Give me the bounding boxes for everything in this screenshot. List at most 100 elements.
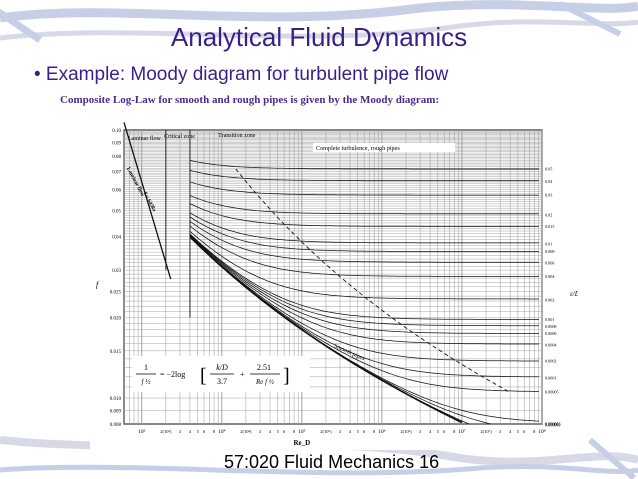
roughness-tick-label: 0.0008	[545, 324, 557, 329]
x-minor-label: 8	[293, 429, 296, 434]
x-minor-label: 4	[269, 429, 272, 434]
x-minor-label: 8	[533, 429, 536, 434]
formula-bracket-left: [	[200, 365, 207, 387]
zone-label-critical: Critical zone	[164, 134, 195, 140]
formula-plus: +	[240, 370, 245, 379]
y-tick-label: 0.03	[112, 269, 121, 274]
x-minor-label: 6	[203, 429, 206, 434]
formula-term2-den: Re f ½	[255, 378, 275, 386]
roughness-tick-label: 0.008	[545, 249, 554, 254]
x-minor-label: 4	[189, 429, 192, 434]
x-minor-label: 8	[453, 429, 456, 434]
formula-term2-num: 2.51	[257, 363, 271, 372]
laminar-line	[123, 122, 172, 280]
y-tick-label: 0.020	[110, 316, 122, 321]
x-minor-label: 3	[259, 429, 262, 434]
roughness-curve	[189, 203, 539, 227]
x-decade-label: 10⁷	[458, 429, 466, 435]
x-minor-label: 6	[363, 429, 366, 434]
right-axis-label: ε/D	[570, 290, 578, 298]
roughness-curve	[189, 235, 539, 345]
x-minor-label: 6	[283, 429, 286, 434]
y-tick-label: 0.04	[112, 236, 121, 241]
roughness-tick-label: 0.04	[545, 179, 553, 184]
x-minor-label: 3	[179, 429, 182, 434]
roughness-tick-label: 0.006	[545, 261, 554, 266]
zone-label-complete: Complete turbulence, rough pipes	[316, 145, 400, 152]
slide-title: Analytical Fluid Dynamics	[170, 22, 468, 52]
roughness-curve	[189, 216, 539, 252]
zone-label-bg	[312, 143, 455, 152]
roughness-curve	[189, 225, 539, 277]
roughness-tick-label: 0.001	[545, 317, 554, 322]
roughness-curve	[189, 212, 539, 244]
y-tick-label: 0.009	[110, 409, 122, 414]
formula-bracket-right: ]	[283, 365, 290, 387]
zone-label-transition: Transition zone	[218, 133, 256, 139]
bullet-text: • Example: Moody diagram for turbulent p…	[34, 64, 449, 85]
roughness-curve	[189, 170, 539, 182]
x-decade-label: 10⁶	[378, 429, 386, 435]
roughness-curve	[189, 236, 539, 362]
y-tick-label: 0.05	[112, 210, 121, 215]
roughness-tick-label: 0.0001	[545, 375, 557, 380]
x-minor-label: 8	[213, 429, 216, 434]
roughness-tick-label: 0.00001	[545, 422, 559, 427]
roughness-tick-label: 0.0006	[545, 331, 557, 336]
roughness-curve	[189, 181, 539, 196]
x-decade-label: 10⁵	[298, 429, 306, 435]
roughness-curve	[189, 221, 539, 263]
slide-footer: 57:020 Fluid Mechanics 16	[224, 452, 440, 472]
x-minor-label: 2(10⁵)	[320, 429, 332, 434]
roughness-curve	[189, 234, 539, 334]
x-decade-label: 10³	[138, 429, 146, 435]
roughness-tick-label: 0.015	[545, 224, 554, 229]
x-minor-label: 2(10⁶)	[400, 429, 412, 434]
roughness-tick-label: 0.000001	[545, 423, 561, 428]
x-minor-label: 4	[429, 429, 432, 434]
roughness-tick-label: 0.0004	[545, 343, 557, 348]
y-tick-label: 0.008	[110, 423, 122, 428]
x-minor-label: 3	[419, 429, 422, 434]
roughness-curve	[189, 195, 539, 215]
x-minor-label: 3	[339, 429, 342, 434]
roughness-tick-label: 0.03	[545, 193, 552, 198]
x-minor-label: 2(10⁷)	[480, 429, 492, 434]
roughness-tick-label: 0.0002	[545, 359, 557, 364]
x-minor-label: 5	[517, 429, 520, 434]
roughness-curve	[189, 234, 539, 327]
x-minor-label: 4	[509, 429, 512, 434]
x-axis-label: Re_D	[293, 439, 310, 447]
roughness-tick-label: 0.002	[545, 297, 554, 302]
chart-caption: Composite Log-Law for smooth and rough p…	[60, 94, 440, 106]
x-minor-label: 5	[437, 429, 440, 434]
x-minor-label: 5	[277, 429, 280, 434]
x-decade-label: 10⁸	[538, 429, 546, 435]
smooth-pipe-curve	[189, 236, 463, 424]
y-tick-label: 0.06	[112, 188, 121, 193]
y-tick-label: 0.10	[112, 129, 121, 134]
formula-operator: = −2log	[160, 370, 185, 379]
y-tick-label: 0.015	[110, 350, 122, 355]
y-axis-label: f	[96, 280, 100, 289]
x-decade-label: 10⁴	[218, 429, 226, 435]
roughness-curve	[189, 160, 539, 170]
y-tick-label: 0.08	[112, 155, 121, 160]
y-tick-label: 0.025	[110, 290, 122, 295]
formula-term1-den: 3.7	[217, 377, 227, 386]
x-minor-label: 5	[357, 429, 360, 434]
roughness-curve	[189, 233, 539, 320]
complete-turbulence-boundary	[235, 168, 510, 393]
roughness-tick-label: 0.00005	[545, 389, 559, 394]
roughness-tick-label: 0.01	[545, 241, 552, 246]
y-tick-label: 0.09	[112, 141, 121, 146]
formula-lhs-den: f ½	[142, 378, 152, 386]
y-tick-label: 0.07	[112, 171, 121, 176]
x-minor-label: 2(10³)	[160, 429, 172, 434]
roughness-tick-label: 0.02	[545, 212, 552, 217]
x-minor-label: 2(10⁴)	[240, 429, 252, 434]
roughness-tick-label: 0.05	[545, 166, 552, 171]
moody-diagram: 0.100.090.080.070.060.050.040.030.0250.0…	[90, 112, 578, 450]
zone-label-laminar: Laminar flow	[128, 135, 161, 142]
formula-term1-num: k/D	[216, 363, 228, 372]
